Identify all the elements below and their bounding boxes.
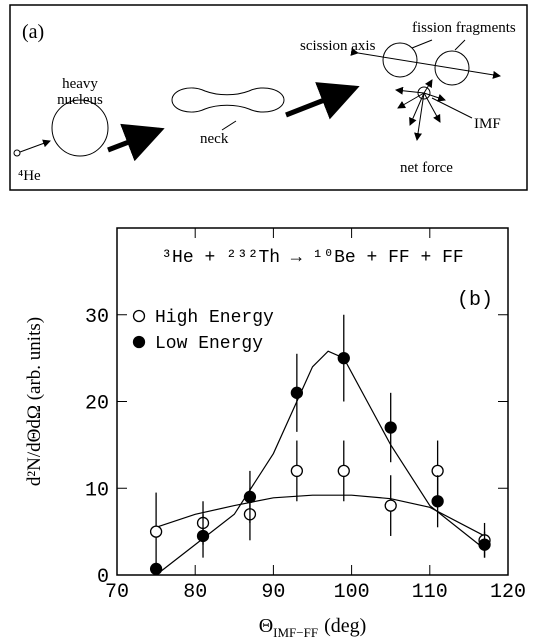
x-tick-label: 100	[334, 581, 370, 604]
diagram-labels: (a) heavy nucleus ⁴He neck scission axis…	[18, 20, 516, 184]
fit-curve	[155, 350, 485, 576]
pointer	[221, 120, 237, 131]
data-point	[337, 351, 350, 365]
data-point	[384, 421, 397, 434]
nucleus	[51, 99, 109, 157]
x-tick-label: 120	[490, 581, 526, 604]
arrow	[423, 79, 433, 94]
arrow	[19, 139, 51, 153]
pointer	[431, 97, 473, 119]
data-point	[431, 495, 444, 508]
data-point	[478, 538, 491, 551]
data-point	[337, 464, 350, 478]
data-point	[290, 464, 304, 478]
chart-title: ³He + ²³²Th → ¹⁰Be + FF + FF	[161, 248, 463, 268]
data-point	[243, 490, 257, 504]
legend-marker	[132, 309, 146, 323]
y-tick-label: 0	[97, 566, 109, 589]
y-tick-label: 30	[85, 306, 109, 329]
helium	[13, 149, 21, 157]
x-axis-label-part: (deg)	[324, 615, 366, 637]
arrow	[414, 92, 425, 141]
neck-shape	[171, 87, 285, 113]
label: net force	[400, 160, 453, 176]
arrow	[423, 92, 446, 102]
y-axis-label: d²N/dΘdΩ (arb. units)	[24, 317, 45, 486]
data-point	[149, 525, 163, 538]
x-tick-label: 110	[412, 581, 448, 604]
arrow	[107, 123, 165, 162]
data-point	[196, 529, 210, 543]
x-axis-label-part: Θ	[259, 615, 273, 637]
label: heavy	[62, 76, 98, 92]
label: fission fragments	[412, 20, 516, 36]
legend-marker	[132, 335, 146, 349]
panel-frame	[9, 4, 528, 191]
arrow	[409, 92, 425, 126]
label: neck	[200, 131, 229, 147]
x-axis-label: ΘIMF−FF (deg)	[259, 615, 367, 640]
legend-label: High Energy	[155, 308, 274, 328]
axis-line	[350, 47, 501, 79]
panel-label: (a)	[22, 21, 44, 43]
label: IMF	[474, 116, 501, 132]
chart: 70 80 90 100 110 120 0 10 20 30 ³He + ²³²Th → ¹⁰Be…	[24, 227, 526, 640]
data-point	[431, 464, 444, 478]
fit-curve	[155, 494, 485, 537]
label: ⁴He	[18, 168, 41, 184]
arrow	[285, 82, 360, 120]
x-axis-label-part: IMF−FF	[273, 625, 318, 640]
arrow	[423, 92, 441, 123]
diagram	[9, 4, 528, 191]
data-point	[384, 499, 397, 512]
arrow	[397, 92, 425, 109]
label: nucleus	[57, 92, 103, 108]
y-tick-label: 20	[85, 393, 109, 416]
plot-frame	[116, 227, 509, 576]
legend-label: Low Energy	[155, 334, 263, 354]
data-point	[149, 562, 163, 576]
y-tick-label: 10	[85, 479, 109, 502]
x-tick-label: 70	[105, 581, 129, 604]
data-point	[290, 386, 304, 399]
pointer	[454, 39, 466, 51]
arrow	[395, 86, 425, 95]
x-tick-label: 80	[183, 581, 207, 604]
imf	[417, 86, 431, 100]
pointer	[411, 39, 433, 49]
panel-label: (b)	[457, 289, 493, 312]
label: scission axis	[300, 38, 376, 54]
x-tick-label: 90	[261, 581, 285, 604]
